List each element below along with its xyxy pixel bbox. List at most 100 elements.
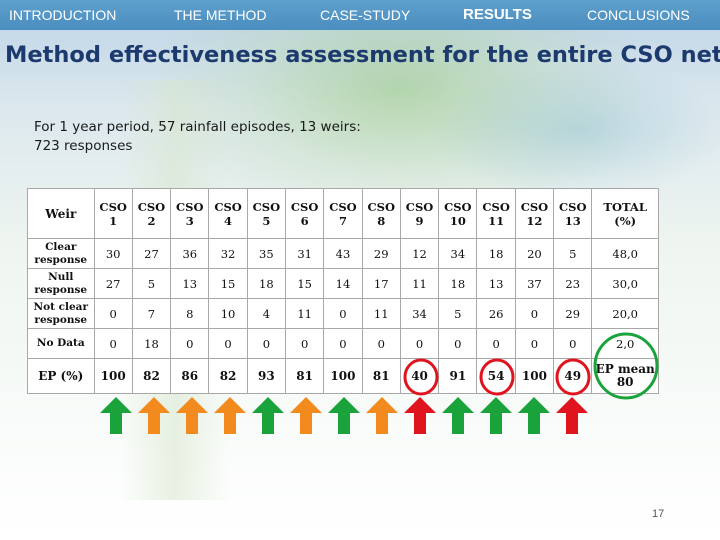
table-cell: 0 — [93, 328, 133, 359]
table-cell: 5 — [553, 238, 593, 269]
column-header: CSO 6 — [284, 188, 325, 239]
table-cell: 20 — [514, 238, 555, 269]
table-cell: 27 — [93, 268, 133, 299]
ep-cell: 100 — [323, 358, 363, 394]
table-cell: 34 — [399, 298, 440, 329]
red-up-arrow-icon — [556, 397, 588, 434]
background-glow-secondary — [430, 60, 720, 200]
nav-item-the-method[interactable]: THE METHOD — [174, 7, 267, 23]
table-cell: 18 — [438, 268, 478, 299]
ep-cell: 54 — [476, 358, 516, 394]
ep-cell: 40 — [399, 358, 440, 394]
column-header: CSO 10 — [438, 188, 478, 239]
weir-header: Weir — [27, 188, 95, 239]
subtitle-line-2: 723 responses — [34, 138, 133, 154]
results-table: Weir CSO 1 CSO 2 CSO 3 CSO 4 CSO 5 CSO 6 CSO 7 … — [27, 188, 659, 394]
ep-cell: 82 — [208, 358, 248, 394]
column-header: CSO 7 — [323, 188, 363, 239]
table-cell: 0 — [361, 328, 401, 359]
ep-cell: 100 — [93, 358, 133, 394]
nav-item-case-study[interactable]: CASE-STUDY — [320, 7, 411, 23]
slide-title: Method effectiveness assessment for the … — [5, 42, 720, 68]
row-header: No Data — [27, 328, 95, 359]
total-cell: 30,0 — [591, 268, 659, 299]
table-cell: 0 — [438, 328, 478, 359]
table-cell: 18 — [131, 328, 172, 359]
table-row-ep: EP (%) 100 82 86 82 93 81 100 81 40 91 5… — [27, 358, 659, 394]
ep-cell: 81 — [361, 358, 401, 394]
ep-cell: 82 — [131, 358, 172, 394]
table-cell: 0 — [208, 328, 248, 359]
table-cell: 0 — [93, 298, 133, 329]
row-header: Clear response — [27, 238, 95, 269]
table-cell: 15 — [208, 268, 248, 299]
table-row-clear-response: Clear response 30 27 36 32 35 31 43 29 12… — [27, 238, 659, 269]
orange-up-arrow-icon — [290, 397, 322, 434]
green-up-arrow-icon — [328, 397, 360, 434]
table-cell: 11 — [284, 298, 325, 329]
table-cell: 34 — [438, 238, 478, 269]
table-row-no-data: No Data 0 18 0 0 0 0 0 0 0 0 0 0 0 2,0 — [27, 328, 659, 359]
table-cell: 0 — [553, 328, 593, 359]
table-cell: 0 — [476, 328, 516, 359]
table-cell: 23 — [553, 268, 593, 299]
ep-cell: 100 — [514, 358, 555, 394]
table-cell: 14 — [323, 268, 363, 299]
table-cell: 31 — [284, 238, 325, 269]
table-cell: 11 — [361, 298, 401, 329]
ep-mean-cell: EP mean 80 — [591, 358, 659, 394]
table-header-row: Weir CSO 1 CSO 2 CSO 3 CSO 4 CSO 5 CSO 6 CSO 7 … — [27, 188, 659, 239]
table-row-null-response: Null response 27 5 13 15 18 15 14 17 11 1… — [27, 268, 659, 299]
table-cell: 30 — [93, 238, 133, 269]
results-table-container: Weir CSO 1 CSO 2 CSO 3 CSO 4 CSO 5 CSO 6 CSO 7 … — [27, 188, 659, 394]
table-cell: 0 — [323, 298, 363, 329]
total-cell: 20,0 — [591, 298, 659, 329]
table-cell: 43 — [323, 238, 363, 269]
slide-subtitle: For 1 year period, 57 rainfall episodes,… — [34, 118, 434, 156]
table-cell: 5 — [438, 298, 478, 329]
ep-cell: 81 — [284, 358, 325, 394]
green-up-arrow-icon — [480, 397, 512, 434]
table-cell: 32 — [208, 238, 248, 269]
total-cell: 2,0 — [591, 328, 659, 359]
row-header: Not clear response — [27, 298, 95, 329]
table-cell: 12 — [399, 238, 440, 269]
green-up-arrow-icon — [518, 397, 550, 434]
table-cell: 27 — [131, 238, 172, 269]
table-cell: 29 — [361, 238, 401, 269]
top-navigation-bar: INTRODUCTION THE METHOD CASE-STUDY RESUL… — [0, 0, 720, 30]
table-cell: 8 — [170, 298, 210, 329]
table-cell: 18 — [246, 268, 287, 299]
nav-item-results[interactable]: RESULTS — [463, 6, 532, 23]
column-header: CSO 8 — [361, 188, 401, 239]
orange-up-arrow-icon — [366, 397, 398, 434]
nav-item-conclusions[interactable]: CONCLUSIONS — [587, 7, 690, 23]
table-cell: 0 — [399, 328, 440, 359]
nav-item-introduction[interactable]: INTRODUCTION — [9, 7, 117, 23]
table-cell: 10 — [208, 298, 248, 329]
column-header: CSO 4 — [208, 188, 248, 239]
total-header: TOTAL (%) — [591, 188, 659, 239]
table-cell: 36 — [170, 238, 210, 269]
subtitle-line-1: For 1 year period, 57 rainfall episodes,… — [34, 119, 361, 135]
ep-cell: 93 — [246, 358, 287, 394]
column-header: CSO 12 — [514, 188, 555, 239]
ep-row-header: EP (%) — [27, 358, 95, 394]
table-cell: 0 — [514, 328, 555, 359]
green-up-arrow-icon — [442, 397, 474, 434]
page-number: 17 — [652, 508, 665, 520]
table-cell: 0 — [323, 328, 363, 359]
table-cell: 0 — [284, 328, 325, 359]
table-cell: 26 — [476, 298, 516, 329]
background-glow — [160, 0, 640, 220]
table-cell: 35 — [246, 238, 287, 269]
column-header: CSO 3 — [170, 188, 210, 239]
column-header: CSO 1 — [93, 188, 133, 239]
table-cell: 37 — [514, 268, 555, 299]
total-cell: 48,0 — [591, 238, 659, 269]
table-cell: 29 — [553, 298, 593, 329]
column-header: CSO 13 — [553, 188, 593, 239]
table-cell: 0 — [170, 328, 210, 359]
column-header: CSO 2 — [131, 188, 172, 239]
